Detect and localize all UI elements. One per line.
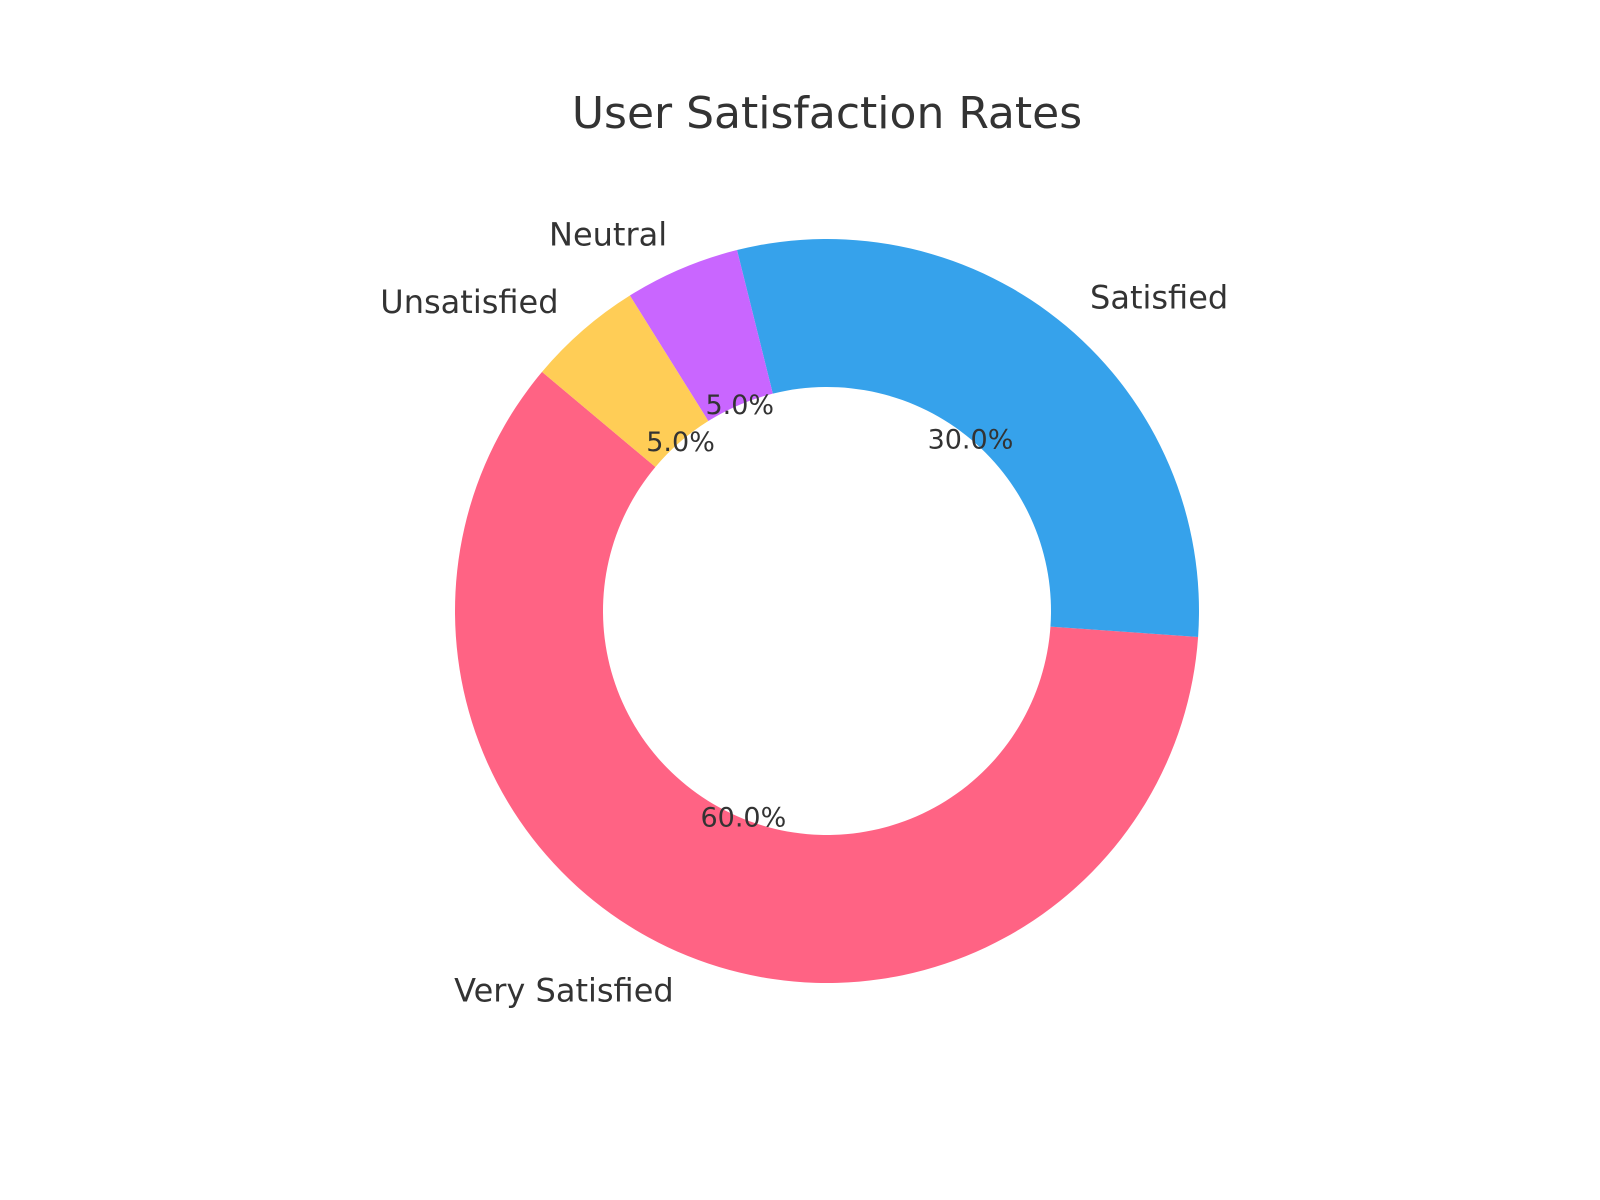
value-label-unsatisfied: 5.0% (646, 427, 715, 458)
slice-unsatisfied (542, 295, 709, 468)
slice-satisfied (737, 238, 1199, 637)
value-label-satisfied: 30.0% (928, 425, 1014, 456)
value-label-neutral: 5.0% (705, 390, 774, 421)
label-very-satisfied: Very Satisfied (454, 971, 674, 1009)
label-satisfied: Satisfied (1090, 279, 1228, 317)
value-label-very-satisfied: 60.0% (700, 802, 786, 833)
donut-labels: Very Satisfied 60.0% Satisfied 30.0% Neutral… (380, 215, 1228, 1009)
slice-very-satisfied (455, 371, 1199, 984)
label-unsatisfied: Unsatisfied (380, 283, 558, 321)
donut-slices (455, 238, 1199, 984)
label-neutral: Neutral (549, 215, 667, 253)
slice-neutral (629, 250, 773, 422)
chart-title: User Satisfaction Rates (572, 88, 1082, 139)
